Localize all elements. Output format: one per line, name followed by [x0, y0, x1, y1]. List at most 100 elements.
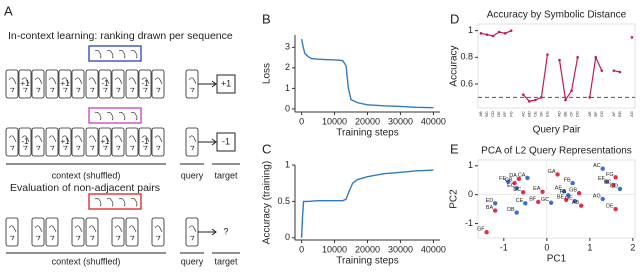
accuracy-point	[509, 29, 513, 32]
loss-line	[300, 169, 434, 238]
pair-label: +1	[60, 137, 70, 146]
x-tick-label: CD	[490, 111, 495, 117]
ranking-glyph	[118, 111, 126, 121]
x-tick-label: AG	[629, 111, 634, 117]
y-tick-label: 0.6	[460, 78, 473, 88]
x-tick-label: AC	[520, 111, 525, 117]
symbol-glyph	[61, 77, 70, 93]
symbol-card	[45, 69, 59, 99]
plot-frame	[295, 35, 440, 112]
ranking-glyph	[94, 49, 102, 59]
symbol-glyph	[21, 135, 30, 151]
target-box	[216, 74, 236, 94]
panel-letter: E	[450, 141, 459, 156]
accuracy-point	[479, 32, 483, 35]
point-label: FE	[499, 176, 506, 182]
scatter-point	[600, 196, 605, 202]
y-tick-label: 0.5	[277, 196, 290, 206]
ranking-glyph	[94, 111, 102, 121]
x-tick-label: CE	[532, 111, 537, 117]
scatter-point	[505, 179, 511, 184]
x-tick-label: BF	[593, 111, 598, 117]
x-tick-label: AB	[478, 111, 483, 117]
scatter-point	[566, 193, 571, 198]
plot-frame	[477, 23, 636, 109]
symbol-card	[125, 69, 139, 99]
y-tick-label: 1	[468, 25, 473, 35]
symbol-card	[45, 127, 59, 157]
target-box	[216, 132, 236, 152]
scatter-point	[514, 210, 519, 215]
point-label: CB	[505, 178, 513, 184]
symbol-card	[151, 217, 165, 247]
symbol-glyph	[34, 225, 43, 241]
point-label: BE	[557, 194, 565, 200]
symbol-glyph	[188, 225, 197, 241]
accuracy-line	[481, 31, 632, 102]
ranking-glyph	[118, 49, 126, 59]
symbol-glyph	[88, 135, 97, 151]
scatter-point	[512, 180, 517, 186]
accuracy-point	[528, 100, 531, 103]
point-label: GE	[565, 195, 573, 201]
ranking-glyph	[106, 49, 114, 59]
y-tick-label: -1	[465, 218, 473, 228]
y-tick-label: 3	[285, 42, 290, 52]
x-tick-label: AF	[611, 111, 616, 117]
point-label: AC	[593, 163, 601, 169]
symbol-glyph	[128, 225, 137, 241]
scatter-point	[520, 190, 526, 195]
symbol-glyph	[141, 135, 150, 151]
x-axis-label: Training steps	[336, 256, 398, 267]
x-tick-label: 20000	[355, 116, 380, 126]
symbol-glyph	[48, 135, 57, 151]
symbol-glyph	[154, 225, 163, 241]
ranking-box	[88, 45, 142, 62]
pair-label: -1	[21, 137, 29, 146]
x-tick-label: DF	[538, 111, 543, 117]
accuracy-point	[612, 69, 616, 72]
ranking-glyph	[130, 197, 138, 207]
symbol-card	[85, 127, 99, 157]
target-label-text: target	[214, 170, 238, 180]
ranking-glyph	[130, 111, 138, 121]
y-tick-label: 2	[285, 62, 290, 72]
symbol-card	[31, 69, 45, 99]
symbol-card	[151, 127, 165, 157]
symbol-glyph	[48, 225, 57, 241]
scatter-point	[611, 182, 616, 188]
arrow	[198, 138, 217, 146]
panel-letter: C	[262, 141, 271, 156]
symbol-card	[111, 127, 125, 157]
pair-label: -1	[141, 137, 149, 146]
x-axis-label: PC1	[547, 254, 567, 265]
x-axis-label: Training steps	[336, 128, 398, 139]
ranking-glyph	[106, 111, 114, 121]
symbol-card	[18, 127, 32, 157]
symbol-glyph	[154, 77, 163, 93]
point-label: BA	[486, 205, 494, 211]
y-axis-label: Accuracy	[449, 45, 460, 86]
x-tick-label: 0	[299, 116, 304, 126]
target-label: +1	[221, 78, 231, 88]
accuracy-point	[570, 89, 573, 92]
accuracy-point	[503, 32, 507, 35]
symbol-glyph	[21, 77, 30, 93]
chart-title: Accuracy by Symbolic Distance	[487, 10, 627, 21]
point-label: CE	[516, 198, 524, 204]
pair-label: +1	[20, 79, 30, 88]
symbol-card	[151, 69, 165, 99]
ranking-glyph	[106, 197, 114, 207]
symbol-glyph	[8, 135, 17, 151]
y-axis-label: Loss	[262, 63, 273, 84]
point-label: BC	[604, 180, 612, 186]
symbol-card	[138, 69, 152, 99]
query-label: query	[181, 170, 204, 180]
pair-label: +1	[60, 79, 70, 88]
accuracy-point	[588, 96, 592, 99]
ranking-glyph	[130, 49, 138, 59]
symbol-glyph	[114, 77, 123, 93]
point-label: GC	[541, 197, 549, 203]
point-label: DB	[507, 207, 515, 213]
target-label: -1	[222, 136, 230, 146]
